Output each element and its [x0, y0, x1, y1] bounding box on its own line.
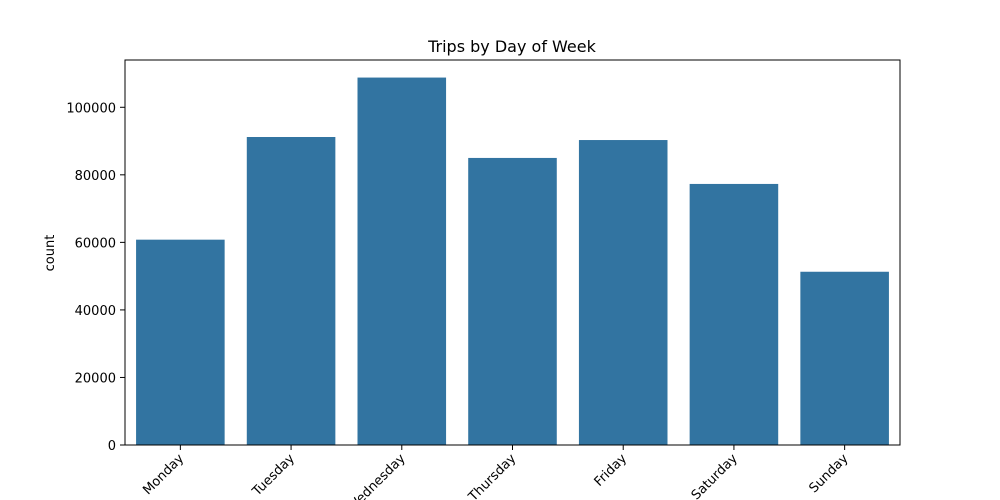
y-tick-label-40000: 40000 — [75, 304, 116, 319]
bars-group — [136, 77, 889, 446]
bar-saturday — [689, 183, 779, 445]
bar-monday — [136, 239, 225, 445]
bar-sunday — [800, 271, 889, 445]
y-tick-label-100000: 100000 — [66, 101, 116, 116]
y-tick-label-80000: 80000 — [75, 169, 116, 184]
bar-friday — [578, 140, 668, 446]
y-tick-label-20000: 20000 — [75, 371, 116, 386]
y-axis: 0 20000 40000 60000 80000 100000 — [66, 101, 125, 454]
y-tick-label-60000: 60000 — [75, 236, 116, 251]
chart-title: Trips by Day of Week — [427, 37, 596, 56]
y-tick-label-0: 0 — [108, 439, 116, 454]
bar-tuesday — [246, 137, 336, 445]
bar-wednesday — [357, 77, 447, 445]
bar-thursday — [468, 157, 557, 445]
y-axis-label: count — [43, 235, 58, 272]
